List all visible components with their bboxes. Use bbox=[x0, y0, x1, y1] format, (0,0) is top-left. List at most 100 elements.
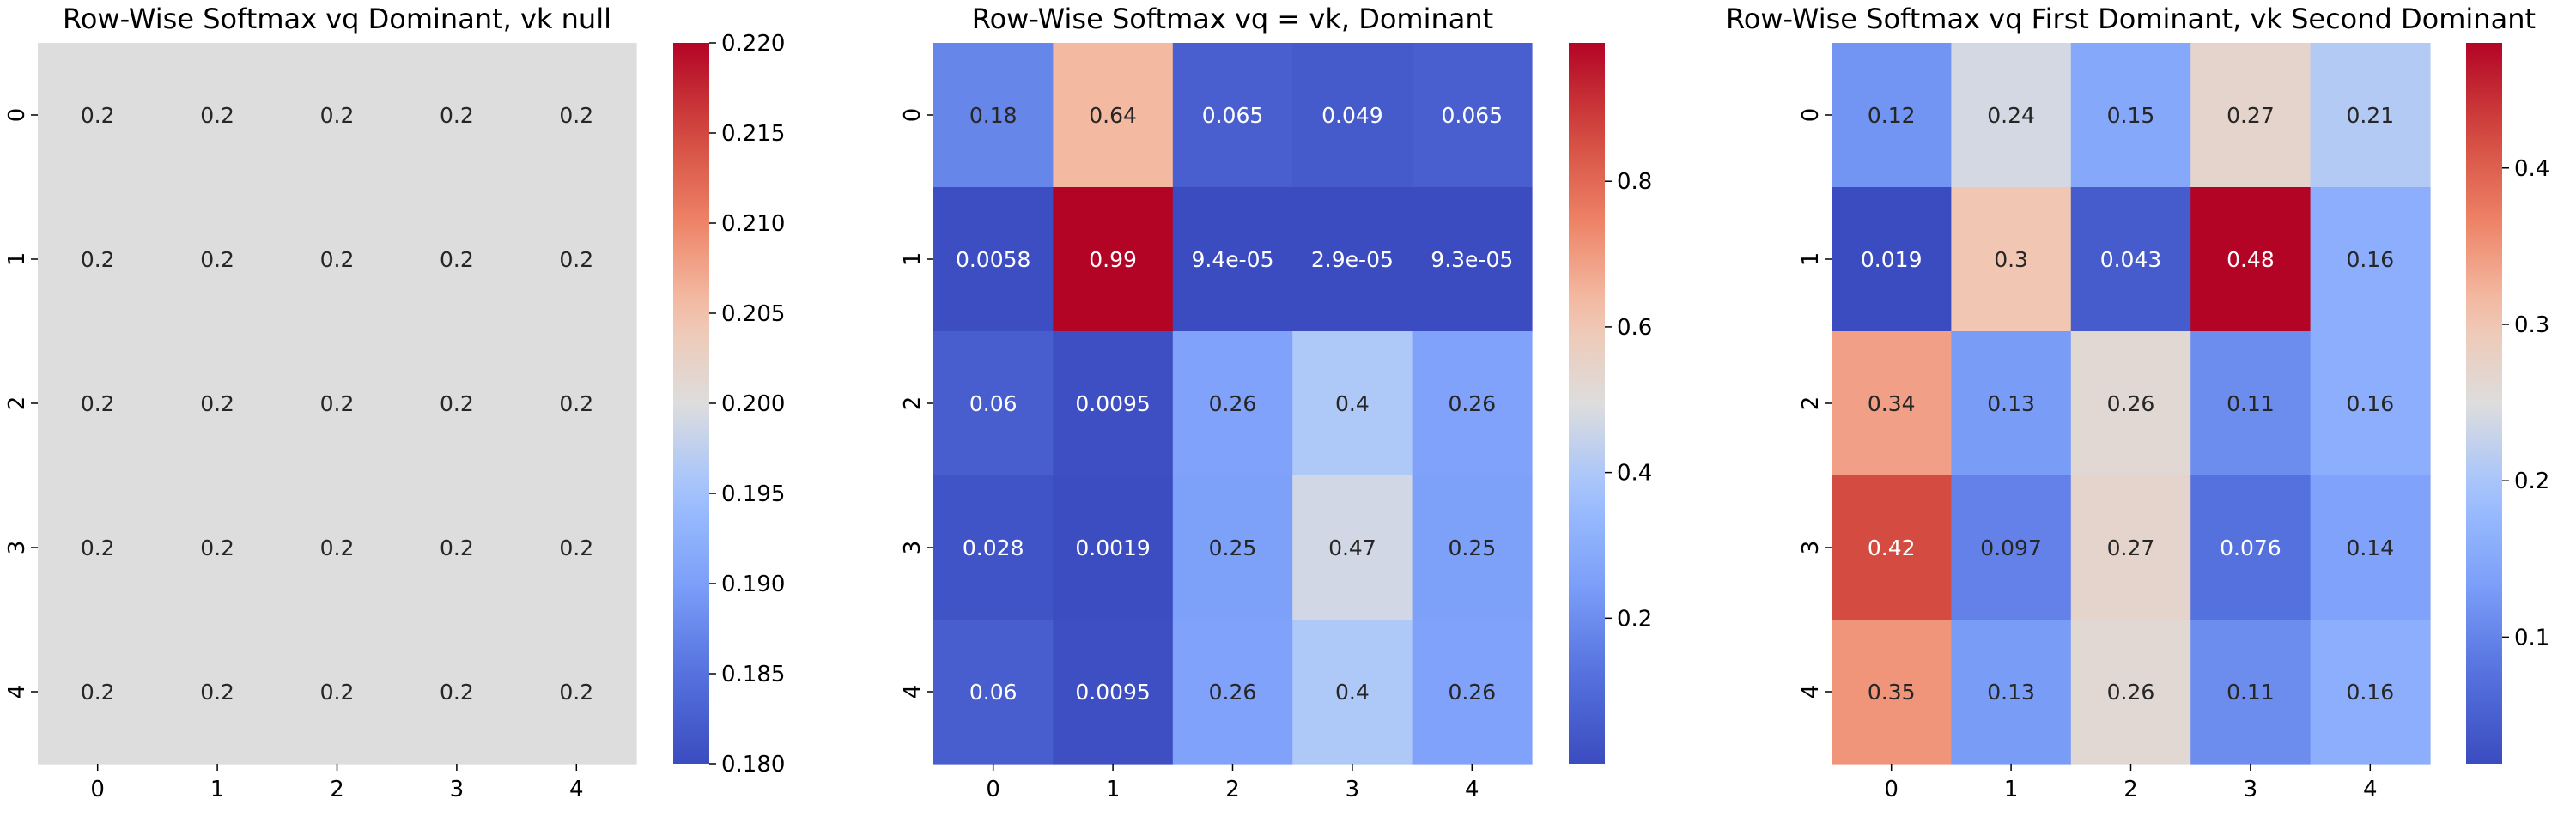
chart-title: Row-Wise Softmax vq = vk, Dominant bbox=[972, 3, 1493, 35]
cell-value-label: 0.2 bbox=[440, 103, 474, 128]
cell-value-label: 0.043 bbox=[2100, 247, 2162, 272]
cell-value-label: 0.26 bbox=[1209, 680, 1257, 705]
cell-value-label: 0.27 bbox=[2227, 103, 2275, 128]
cell-value-label: 0.076 bbox=[2220, 536, 2281, 560]
cell-value-label: 0.99 bbox=[1089, 247, 1137, 272]
cell-value-label: 0.2 bbox=[559, 103, 593, 128]
x-tick-label: 4 bbox=[569, 777, 584, 802]
y-tick-label: 2 bbox=[4, 396, 30, 411]
heatmap-cell bbox=[397, 187, 518, 332]
y-tick-label: 0 bbox=[1798, 108, 1824, 123]
heatmap-cell bbox=[157, 475, 278, 620]
y-tick-label: 3 bbox=[900, 541, 926, 555]
y-tick-label: 2 bbox=[1798, 396, 1824, 411]
heatmap-panel-vq-eq-vk: Row-Wise Softmax vq = vk, Dominant 0.18 0.… bbox=[900, 3, 1652, 802]
y-tick-label: 0 bbox=[900, 108, 926, 123]
heatmap-cell bbox=[2190, 187, 2312, 332]
cell-value-label: 0.26 bbox=[2107, 391, 2155, 416]
heatmap-cell bbox=[157, 620, 278, 765]
colorbar-tick-label: 0.205 bbox=[721, 301, 785, 327]
heatmap-cell bbox=[38, 620, 158, 765]
heatmap-panel-vq-first-vk-second: Row-Wise Softmax vq First Dominant, vk S… bbox=[1726, 3, 2549, 802]
heatmap-cell bbox=[157, 187, 278, 332]
heatmap-cell bbox=[1172, 475, 1293, 620]
cell-value-label: 0.48 bbox=[2227, 247, 2275, 272]
cell-value-label: 0.26 bbox=[1209, 391, 1257, 416]
heatmap-cell bbox=[38, 187, 158, 332]
cell-value-label: 2.9e-05 bbox=[1311, 247, 1394, 272]
heatmap-cell bbox=[1053, 187, 1174, 332]
cell-value-label: 0.2 bbox=[200, 680, 234, 705]
cell-value-label: 0.2 bbox=[200, 536, 234, 560]
colorbar-tick-label: 0.4 bbox=[2514, 156, 2549, 182]
colorbar-tick-label: 0.1 bbox=[2514, 625, 2549, 651]
colorbar-tick-label: 0.3 bbox=[2514, 312, 2549, 338]
colorbar-tick-label: 0.215 bbox=[721, 121, 785, 147]
cell-value-label: 0.11 bbox=[2227, 680, 2275, 705]
colorbar-tick-label: 0.2 bbox=[1617, 606, 1652, 632]
cell-value-label: 0.028 bbox=[963, 536, 1024, 560]
cell-value-label: 0.0019 bbox=[1075, 536, 1150, 560]
colorbar-tick-label: 0.195 bbox=[721, 481, 785, 507]
cell-value-label: 0.21 bbox=[2346, 103, 2394, 128]
heatmap-cell bbox=[1053, 331, 1174, 476]
heatmap-cell bbox=[2310, 187, 2431, 332]
heatmap-cell bbox=[933, 187, 1054, 332]
y-tick-label: 1 bbox=[4, 252, 30, 267]
cell-value-label: 0.2 bbox=[440, 391, 474, 416]
cell-value-label: 0.15 bbox=[2107, 103, 2155, 128]
heatmap-cell bbox=[1292, 620, 1413, 765]
cell-value-label: 0.3 bbox=[1994, 247, 2028, 272]
cell-value-label: 0.16 bbox=[2346, 680, 2394, 705]
colorbar-tick-label: 0.190 bbox=[721, 572, 785, 597]
heatmap-cell bbox=[1951, 475, 2072, 620]
cell-value-label: 0.2 bbox=[200, 103, 234, 128]
heatmap-cell bbox=[2070, 475, 2191, 620]
cell-value-label: 0.27 bbox=[2107, 536, 2155, 560]
heatmap-cell bbox=[276, 187, 398, 332]
heatmap-cell bbox=[516, 331, 637, 476]
heatmap-cell bbox=[1292, 43, 1413, 188]
cell-value-label: 0.18 bbox=[969, 103, 1018, 128]
cell-value-label: 0.14 bbox=[2346, 536, 2394, 560]
heatmap-cell bbox=[2190, 620, 2312, 765]
colorbar-tick-label: 0.220 bbox=[721, 31, 785, 57]
heatmap-cell bbox=[516, 475, 637, 620]
cell-value-label: 0.2 bbox=[200, 391, 234, 416]
heatmap-panel-vq-dominant: Row-Wise Softmax vq Dominant, vk null 0.2… bbox=[4, 3, 785, 802]
colorbar bbox=[2466, 43, 2502, 764]
x-tick-label: 0 bbox=[90, 777, 105, 802]
heatmap-cell bbox=[2310, 620, 2431, 765]
colorbar-tick-label: 0.2 bbox=[2514, 469, 2549, 494]
heatmap-cell bbox=[1832, 43, 1952, 188]
cell-value-label: 0.4 bbox=[1335, 680, 1370, 705]
colorbar-tick-label: 0.8 bbox=[1617, 169, 1652, 195]
heatmap-cell bbox=[2070, 331, 2191, 476]
cell-value-label: 0.2 bbox=[559, 680, 593, 705]
heatmap-cell bbox=[1292, 475, 1413, 620]
cell-value-label: 0.4 bbox=[1335, 391, 1370, 416]
y-tick-label: 2 bbox=[900, 396, 926, 411]
heatmap-cell bbox=[516, 620, 637, 765]
heatmap-cell bbox=[1832, 331, 1952, 476]
cell-value-label: 0.13 bbox=[1987, 680, 2035, 705]
heatmap-cell bbox=[933, 620, 1054, 765]
x-tick-label: 0 bbox=[1884, 777, 1899, 802]
x-tick-label: 4 bbox=[2363, 777, 2378, 802]
cell-value-label: 0.16 bbox=[2346, 247, 2394, 272]
heatmap-cell bbox=[1292, 331, 1413, 476]
heatmap-cell bbox=[1053, 475, 1174, 620]
heatmap-cell bbox=[1412, 620, 1533, 765]
heatmap-cell bbox=[1951, 620, 2072, 765]
y-tick-label: 0 bbox=[4, 108, 30, 123]
cell-value-label: 0.47 bbox=[1328, 536, 1376, 560]
chart-title: Row-Wise Softmax vq First Dominant, vk S… bbox=[1726, 3, 2536, 35]
x-tick-label: 3 bbox=[1346, 777, 1360, 802]
cell-value-label: 0.06 bbox=[969, 680, 1018, 705]
y-tick-label: 4 bbox=[1798, 685, 1824, 699]
cell-value-label: 0.2 bbox=[81, 247, 115, 272]
y-tick-label: 3 bbox=[1798, 541, 1824, 555]
colorbar-tick-label: 0.4 bbox=[1617, 461, 1652, 487]
cell-value-label: 0.065 bbox=[1202, 103, 1264, 128]
